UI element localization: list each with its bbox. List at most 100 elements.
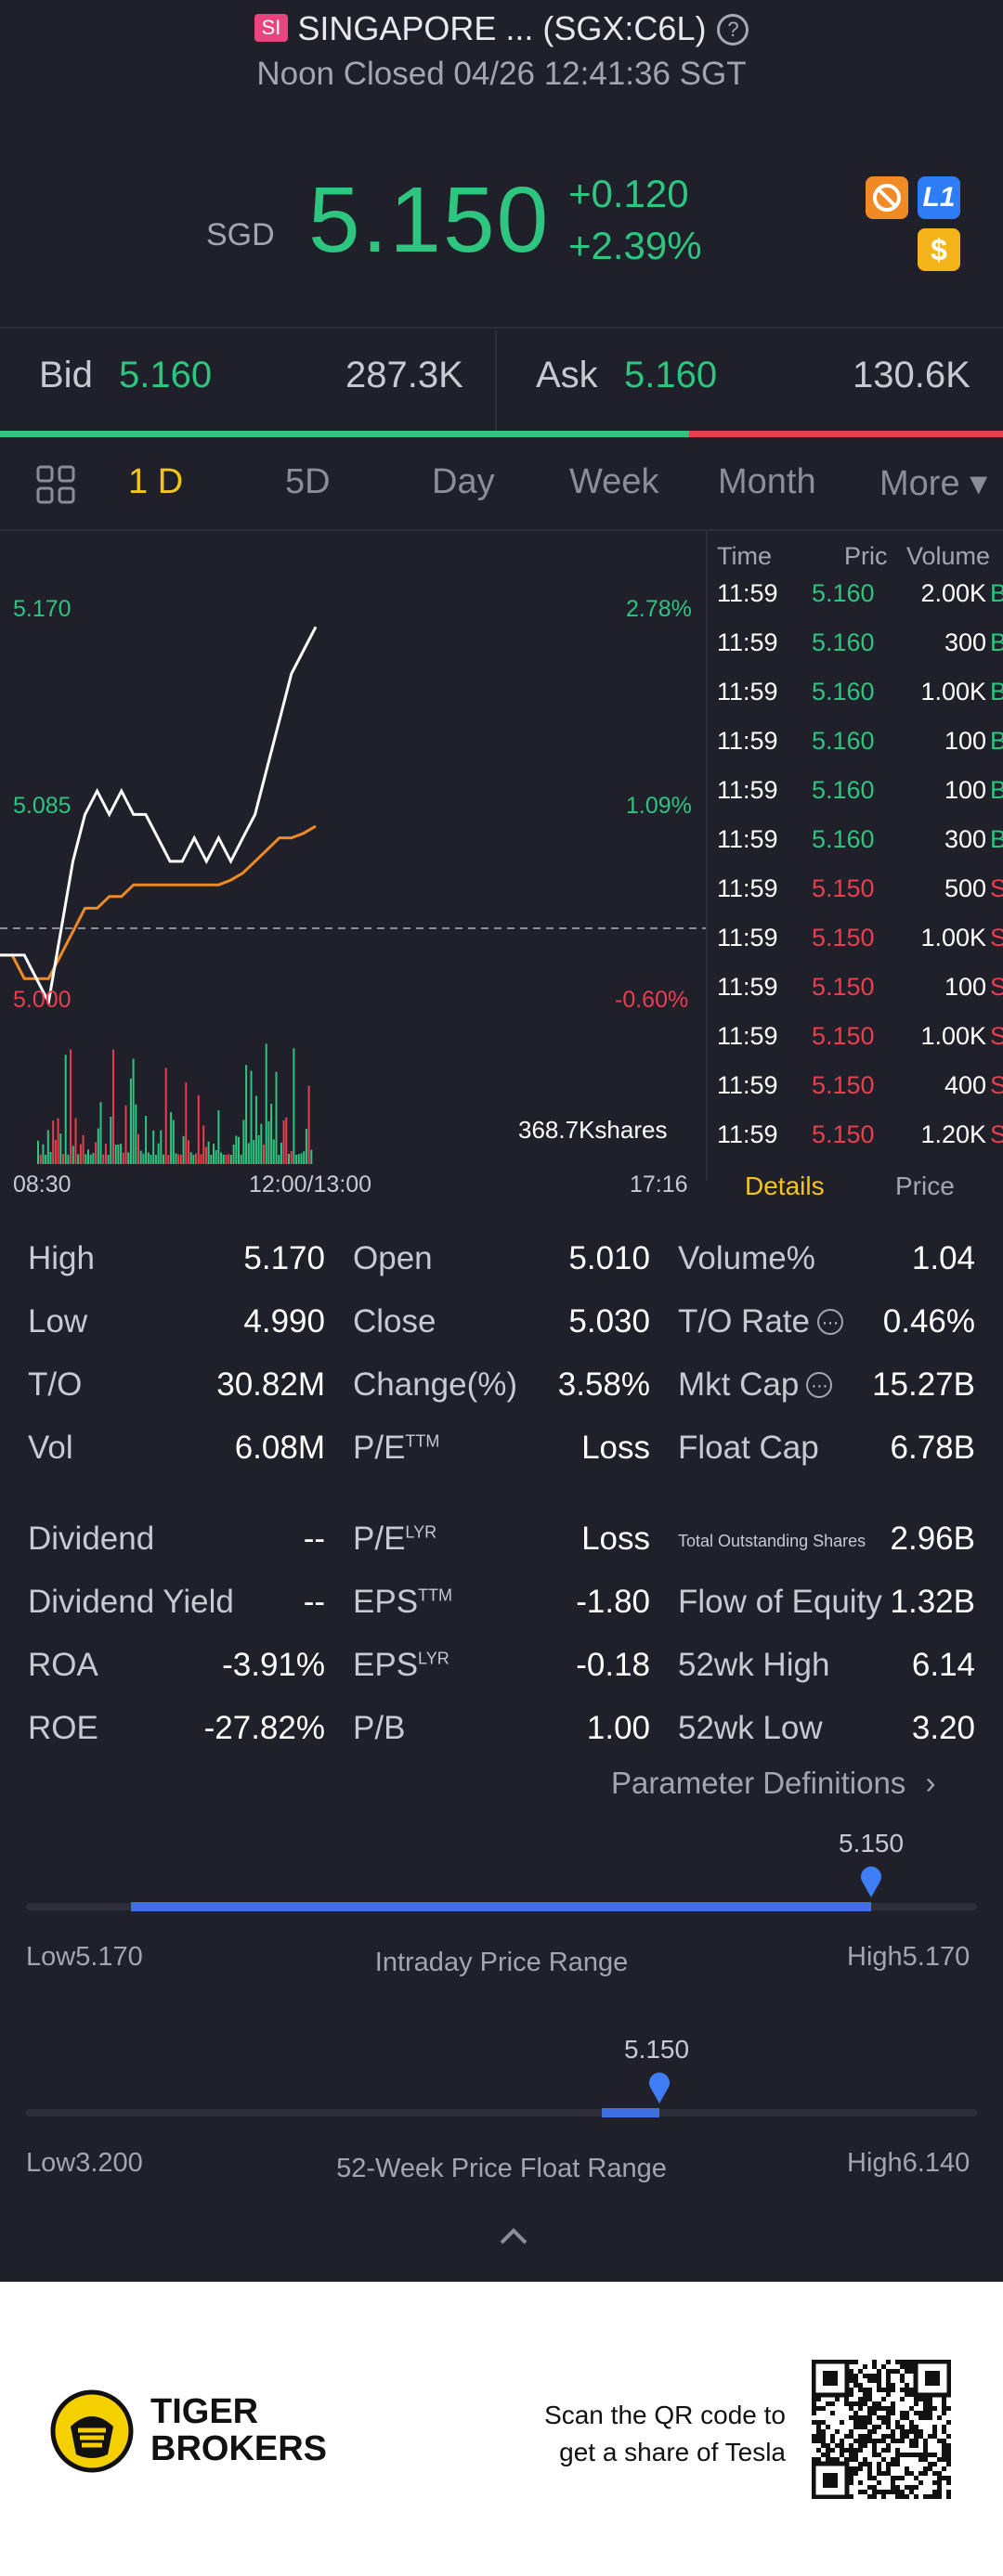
- stat-label: EPSLYR: [353, 1647, 449, 1683]
- volume-bar: [217, 1110, 220, 1164]
- dollar-icon[interactable]: $: [918, 228, 960, 271]
- tab-5d[interactable]: 5D: [285, 462, 331, 501]
- stat-value: 5.170: [243, 1240, 325, 1276]
- tick-side: S: [989, 924, 1003, 951]
- tab-month[interactable]: Month: [718, 462, 816, 501]
- volume-bar: [179, 1154, 182, 1164]
- stat-value: 15.27B: [872, 1366, 975, 1403]
- volume-bar: [59, 1133, 62, 1164]
- volume-bar: [99, 1102, 102, 1164]
- stat-value: 6.78B: [890, 1430, 975, 1466]
- volume-bar: [260, 1123, 263, 1164]
- last-price: 5.150: [308, 168, 551, 272]
- volume-bar: [280, 1142, 282, 1164]
- volume-bar: [67, 1154, 70, 1164]
- bid-label: Bid: [39, 355, 93, 395]
- volume-bar: [245, 1065, 248, 1164]
- ticks-header-volume: Volume: [906, 542, 991, 570]
- volume-bar: [232, 1145, 235, 1164]
- pct-level-high: 2.78%: [626, 596, 692, 622]
- tick-row: 11:59 5.160 300 B: [717, 825, 1003, 874]
- volume-bar: [275, 1071, 278, 1164]
- tick-time: 11:59: [717, 678, 778, 705]
- tick-price: 5.150: [812, 924, 875, 951]
- volume-bar: [305, 1129, 307, 1164]
- volume-bar: [182, 1135, 185, 1164]
- ask-price: 5.160: [624, 355, 718, 395]
- tab-week[interactable]: Week: [569, 462, 659, 501]
- volume-bar: [238, 1136, 240, 1164]
- stat-label: T/O Rate ⋯: [678, 1303, 843, 1340]
- tick-price: 5.150: [812, 1022, 875, 1050]
- volume-bar: [114, 1145, 117, 1164]
- volume-bar: [225, 1154, 228, 1164]
- tick-price: 5.150: [812, 1071, 875, 1099]
- info-icon[interactable]: ⋯: [816, 1309, 843, 1335]
- tick-side: S: [989, 1120, 1003, 1148]
- volume-bar: [300, 1153, 303, 1164]
- stat-label: 52wk Low: [678, 1710, 823, 1746]
- volume-bars: [37, 1043, 313, 1164]
- stat-label: EPSTTM: [353, 1584, 453, 1620]
- volume-bar: [107, 1155, 110, 1164]
- ask-size: 130.6K: [853, 355, 970, 395]
- volume-bar: [97, 1128, 99, 1164]
- tick-side: B: [989, 727, 1003, 755]
- tick-time: 11:59: [717, 924, 778, 951]
- bid-price: 5.160: [119, 355, 213, 395]
- volume-bar: [307, 1085, 310, 1164]
- volume-bar: [152, 1130, 155, 1164]
- parameter-definitions-link[interactable]: Parameter Definitions ›: [611, 1766, 935, 1801]
- layout-grid-icon[interactable]: [35, 464, 76, 510]
- tab-more[interactable]: More ▾: [879, 464, 988, 503]
- week52-high: High6.140: [847, 2148, 970, 2178]
- info-icon[interactable]: ⋯: [806, 1372, 833, 1398]
- tick-row: 11:59 5.150 1.20K S: [717, 1120, 1003, 1170]
- intraday-chart[interactable]: [0, 529, 706, 1170]
- help-icon[interactable]: ?: [717, 14, 749, 45]
- qr-code-icon[interactable]: [811, 2359, 952, 2504]
- intraday-low: Low5.170: [26, 1942, 143, 1972]
- stat-value: 6.14: [911, 1647, 975, 1683]
- tick-volume: 300: [944, 628, 986, 656]
- tiger-logo-icon: [50, 2389, 134, 2478]
- stat-value: 5.030: [568, 1303, 650, 1340]
- restricted-icon[interactable]: [866, 176, 908, 219]
- tick-time: 11:59: [717, 1071, 778, 1099]
- tick-side: S: [989, 874, 1003, 902]
- volume-bar: [285, 1117, 288, 1164]
- stock-title: SI SINGAPORE ... (SGX:C6L)?: [0, 9, 1003, 48]
- volume-bar: [102, 1154, 105, 1164]
- level1-icon[interactable]: L1: [918, 176, 960, 219]
- collapse-chevron-up-icon[interactable]: [498, 2226, 529, 2251]
- intraday-range-fill: [130, 1902, 872, 1911]
- tab-details[interactable]: Details: [745, 1171, 825, 1200]
- ask-label: Ask: [536, 355, 598, 395]
- volume-bar: [272, 1139, 275, 1164]
- volume-bar: [270, 1104, 273, 1164]
- ask-strength-bar: [689, 431, 1003, 437]
- brand-name: TIGER BROKERS: [150, 2392, 328, 2468]
- stat-value: -3.91%: [222, 1647, 325, 1683]
- volume-bar: [74, 1118, 77, 1164]
- tab-price[interactable]: Price: [895, 1171, 955, 1200]
- tick-price: 5.150: [812, 973, 875, 1001]
- volume-bar: [290, 1150, 293, 1164]
- volume-bar: [188, 1140, 189, 1164]
- volume-bar: [135, 1104, 137, 1164]
- volume-bar: [164, 1068, 167, 1164]
- volume-bar: [145, 1116, 148, 1164]
- tab-1d[interactable]: 1 D: [128, 462, 184, 501]
- volume-bar: [64, 1055, 67, 1164]
- tab-day[interactable]: Day: [432, 462, 495, 501]
- time-open: 08:30: [13, 1171, 72, 1197]
- stat-label: P/B: [353, 1710, 406, 1746]
- ticks-divider: [706, 531, 708, 1181]
- stat-value: 1.00: [586, 1710, 650, 1746]
- stat-value: --: [303, 1584, 325, 1620]
- tick-time: 11:59: [717, 825, 778, 853]
- volume-bar: [228, 1154, 230, 1164]
- week52-marker-icon: [648, 2072, 671, 2108]
- tick-row: 11:59 5.160 2.00K B: [717, 579, 1003, 628]
- tick-volume: 400: [944, 1071, 986, 1099]
